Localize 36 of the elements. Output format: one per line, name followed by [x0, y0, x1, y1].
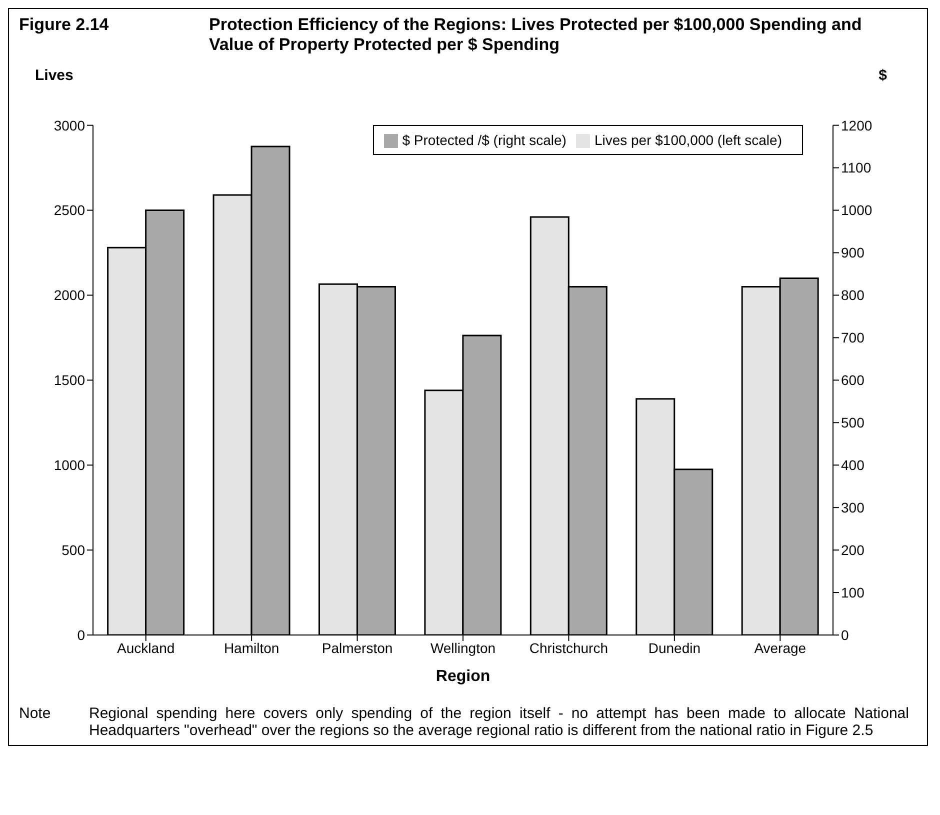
y2-tick-label: 500	[841, 414, 865, 431]
y2-tick-label: 300	[841, 500, 865, 516]
x-tick-label: Hamilton	[224, 640, 280, 656]
y2-tick-label: 0	[841, 626, 849, 643]
y-tick-label: 0	[77, 626, 86, 643]
x-tick-label: Palmerston	[322, 640, 393, 656]
x-tick-label: Wellington	[430, 640, 496, 656]
text: Note	[18, 705, 52, 724]
y2-tick-label: 600	[841, 372, 865, 388]
x-tick-label: Dunedin	[648, 640, 701, 656]
y2-tick-label: 800	[841, 287, 865, 304]
x-tick-label: Christchurch	[529, 640, 608, 656]
y-tick-label: 2500	[54, 202, 86, 218]
y2-tick-label: 1000	[841, 202, 872, 218]
y2-tick-label: 1100	[841, 160, 872, 176]
legend-label: $ Protected /$ (right scale)	[402, 132, 566, 148]
y-axis-title: Lives	[35, 67, 74, 84]
chart-title: Protection Efficiency of the Regions: Lives Protected per $100,000 Spending and Value of Property Protected per $ Spending	[209, 15, 863, 55]
y-tick-label: 1000	[54, 457, 86, 474]
y-tick-label: 500	[62, 542, 86, 558]
x-tick-label: Auckland	[117, 640, 175, 656]
legend-label: Lives per $100,000 (left scale)	[594, 132, 782, 148]
y2-tick-label: 400	[841, 457, 865, 474]
x-axis-title: Region	[436, 668, 490, 685]
y2-tick-label: 1200	[841, 117, 872, 134]
y2-axis-title: $	[878, 67, 887, 84]
y-tick-label: 2000	[54, 287, 86, 304]
y2-tick-label: 200	[841, 542, 865, 558]
y2-tick-label: 900	[841, 244, 865, 261]
x-tick-label: Average	[754, 640, 806, 656]
y2-tick-label: 700	[841, 330, 865, 346]
y-tick-label: 3000	[54, 117, 86, 134]
text: Regional spending here covers only spending of the region itself - no attempt has been made to allocate National Headquarters "overhead" over the regions so the average regional ratio is different from the national ratio in Figure 2.5	[89, 705, 909, 739]
caption: Figure 2.14	[18, 15, 110, 36]
y2-tick-label: 100	[841, 584, 865, 600]
y-tick-label: 1500	[54, 372, 86, 388]
